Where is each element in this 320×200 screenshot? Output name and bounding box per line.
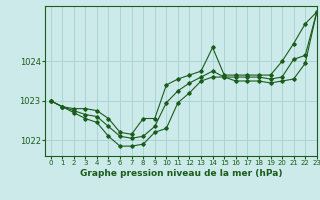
- X-axis label: Graphe pression niveau de la mer (hPa): Graphe pression niveau de la mer (hPa): [80, 169, 282, 178]
